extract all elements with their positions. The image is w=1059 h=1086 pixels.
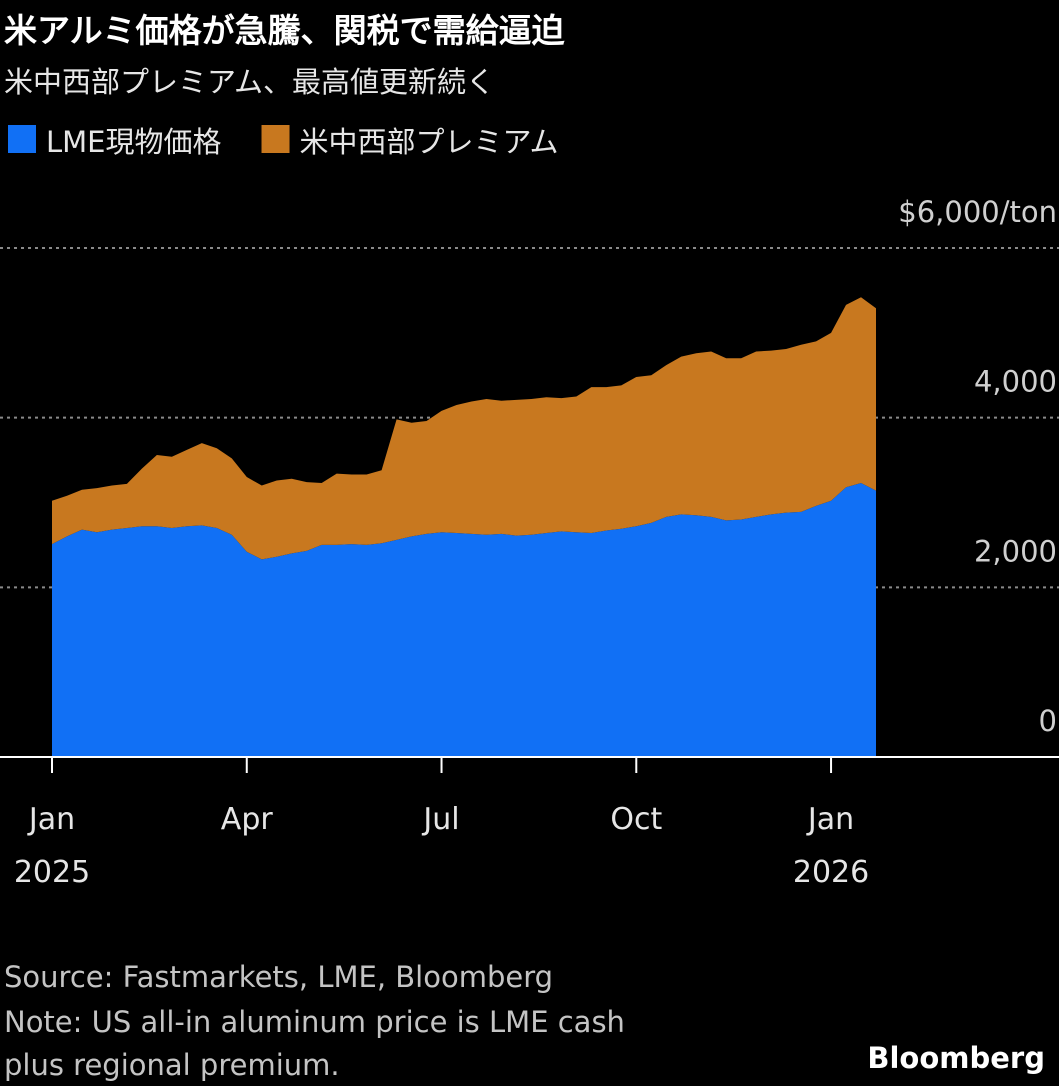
note: Note: US all-in aluminum price is LME ca… — [4, 1005, 625, 1039]
legend-swatch — [8, 125, 36, 153]
y-tick-label: 4,000 — [974, 365, 1057, 399]
chart-title: 米アルミ価格が急騰、関税で需給逼迫 — [4, 11, 565, 50]
y-tick-label: $6,000/ton — [898, 195, 1057, 229]
x-tick-label: Jul — [421, 802, 459, 837]
area — [52, 482, 876, 757]
x-tick-year: 2026 — [793, 855, 869, 890]
source: Source: Fastmarkets, LME, Bloomberg — [4, 960, 553, 994]
x-tick-label: Oct — [610, 802, 662, 837]
legend-label: LME現物価格 — [46, 125, 222, 159]
legend-label: 米中西部プレミアム — [300, 125, 559, 159]
x-tick-label: Apr — [221, 802, 274, 837]
chart-subtitle: 米中西部プレミアム、最高値更新続く — [4, 65, 495, 99]
legend-swatch — [261, 125, 290, 153]
x-tick-label: Jan — [806, 802, 854, 837]
brand: Bloomberg — [867, 1041, 1045, 1075]
y-tick-label: 0 — [1039, 704, 1057, 738]
x-tick-label: Jan — [27, 802, 75, 837]
y-tick-label: 2,000 — [974, 534, 1057, 568]
x-tick-year: 2025 — [14, 855, 90, 890]
area — [52, 297, 876, 560]
note: plus regional premium. — [4, 1048, 340, 1082]
